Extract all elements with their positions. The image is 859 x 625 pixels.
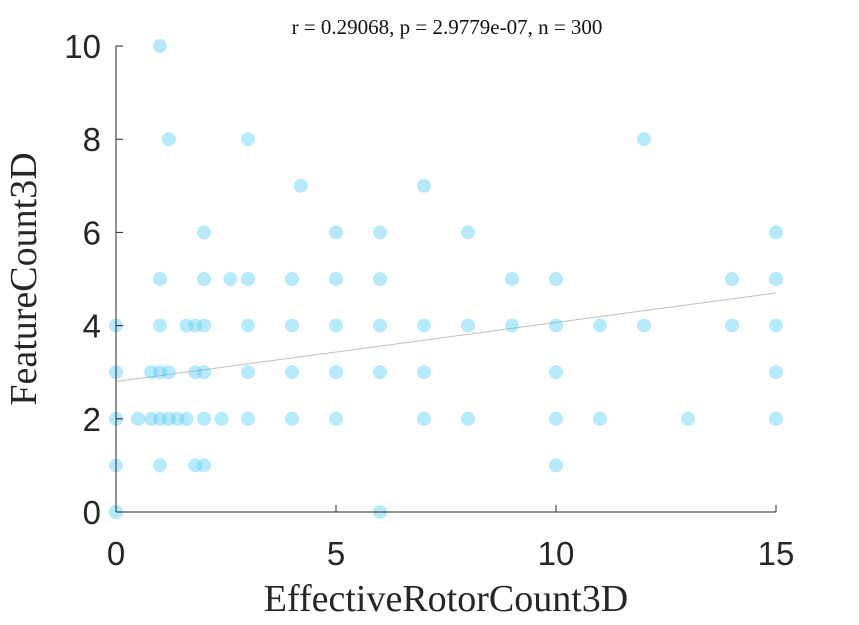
data-point xyxy=(153,272,167,286)
chart-title: r = 0.29068, p = 2.9779e-07, n = 300 xyxy=(292,15,603,39)
data-point xyxy=(461,225,475,240)
x-tick-label: 15 xyxy=(758,535,795,572)
data-point xyxy=(461,318,475,333)
data-point xyxy=(197,318,211,333)
data-point xyxy=(593,318,607,333)
data-point xyxy=(505,318,519,333)
data-point xyxy=(505,272,519,286)
data-point xyxy=(681,411,695,426)
data-point xyxy=(161,132,176,147)
data-point xyxy=(373,225,387,240)
data-point xyxy=(285,411,299,426)
data-point xyxy=(197,272,211,286)
x-tick-label: 0 xyxy=(107,535,125,572)
data-point xyxy=(593,411,607,426)
data-point xyxy=(214,411,229,426)
data-point xyxy=(188,458,203,473)
data-point xyxy=(188,365,203,380)
data-point xyxy=(241,272,255,286)
data-point xyxy=(461,411,475,426)
data-point xyxy=(153,458,167,473)
data-point xyxy=(725,272,739,286)
data-point xyxy=(179,411,194,426)
data-point xyxy=(769,318,783,333)
data-point xyxy=(197,365,211,380)
data-point xyxy=(549,272,563,286)
data-point xyxy=(241,318,255,333)
data-point xyxy=(373,365,387,380)
data-point xyxy=(285,272,299,286)
data-point xyxy=(769,411,783,426)
data-point xyxy=(161,411,176,426)
data-point xyxy=(285,318,299,333)
data-point xyxy=(153,365,167,380)
data-point xyxy=(329,411,343,426)
x-ticks: 0 5 10 15 xyxy=(107,505,795,572)
data-point xyxy=(329,225,343,240)
y-tick-label: 0 xyxy=(83,494,101,531)
data-point xyxy=(329,365,343,380)
data-point xyxy=(769,272,783,286)
data-point xyxy=(769,225,783,240)
data-point xyxy=(329,318,343,333)
data-point xyxy=(637,318,651,333)
data-point xyxy=(170,411,185,426)
data-point xyxy=(153,411,167,426)
data-point xyxy=(197,411,211,426)
y-tick-label: 2 xyxy=(83,401,101,438)
data-point xyxy=(549,365,563,380)
data-point xyxy=(549,411,563,426)
data-point xyxy=(549,458,563,473)
data-point xyxy=(153,318,167,333)
x-tick-label: 5 xyxy=(327,535,345,572)
y-ticks: 0 2 4 6 8 10 xyxy=(64,28,123,531)
data-point xyxy=(241,132,255,147)
data-point xyxy=(131,411,145,426)
y-tick-label: 6 xyxy=(83,214,101,251)
data-point xyxy=(417,318,431,333)
axes xyxy=(115,46,776,513)
trendline-layer xyxy=(115,292,777,383)
data-point xyxy=(179,318,194,333)
data-point xyxy=(197,458,211,473)
x-tick-label: 10 xyxy=(538,535,575,572)
data-point xyxy=(144,411,159,426)
data-point xyxy=(549,318,563,333)
data-point xyxy=(293,178,308,193)
data-point xyxy=(197,225,211,240)
data-point xyxy=(373,272,387,286)
data-point xyxy=(637,132,651,147)
y-tick-label: 8 xyxy=(83,121,101,158)
data-point xyxy=(161,365,176,380)
data-point xyxy=(241,411,255,426)
data-point xyxy=(188,318,203,333)
y-tick-label: 4 xyxy=(83,308,101,345)
y-tick-label: 10 xyxy=(64,28,101,65)
data-point xyxy=(373,318,387,333)
data-point xyxy=(725,318,739,333)
x-axis-title: EffectiveRotorCount3D xyxy=(264,578,628,620)
points-layer xyxy=(109,39,783,519)
data-point xyxy=(417,411,431,426)
data-point xyxy=(417,178,431,193)
data-point xyxy=(223,272,238,286)
data-point xyxy=(241,365,255,380)
data-point xyxy=(769,365,783,380)
data-point xyxy=(285,365,299,380)
y-axis-title: FeatureCount3D xyxy=(3,152,45,405)
data-point xyxy=(144,365,159,380)
data-point xyxy=(153,39,167,53)
trendline xyxy=(115,292,777,383)
data-point xyxy=(417,365,431,380)
data-point xyxy=(329,272,343,286)
